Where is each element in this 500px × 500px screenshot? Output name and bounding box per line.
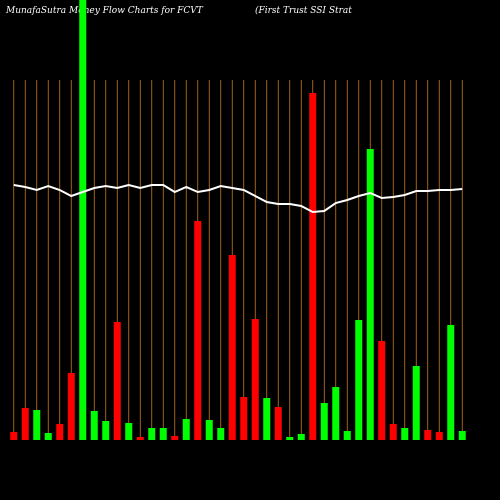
bar (240, 397, 248, 440)
bar (320, 403, 328, 440)
bar (159, 428, 167, 440)
bar (171, 436, 179, 440)
bar (286, 437, 294, 440)
bar (10, 432, 18, 440)
bar (378, 341, 386, 440)
bar (343, 431, 351, 440)
bar (90, 411, 98, 440)
bar (458, 431, 466, 440)
bar (102, 421, 110, 440)
bar (33, 410, 41, 440)
bar (182, 419, 190, 440)
chart-title: MunafaSutra Money Flow Charts for FCVT (5, 6, 204, 16)
bar (228, 255, 236, 440)
bar (332, 387, 340, 440)
bar (401, 428, 409, 440)
bar (263, 398, 271, 440)
bar (274, 407, 282, 440)
bar (21, 408, 29, 440)
bar (44, 433, 52, 440)
bar (309, 93, 317, 440)
bar (251, 319, 259, 440)
money-flow-line (13, 183, 463, 214)
bar (412, 366, 420, 440)
bar (79, 0, 87, 440)
bar (136, 437, 144, 440)
bar (447, 325, 455, 440)
bar (56, 424, 64, 440)
bar (113, 322, 121, 440)
bar (389, 424, 397, 440)
bar (355, 320, 363, 440)
bar (217, 428, 225, 440)
bar (424, 430, 432, 440)
bar (148, 428, 156, 440)
chart-subtitle: (First Trust SSI Strat (255, 5, 352, 16)
bar (194, 221, 202, 440)
bar (435, 432, 443, 440)
bar (67, 373, 75, 440)
bar (205, 420, 213, 440)
bar (366, 149, 374, 440)
bar (125, 423, 133, 440)
bar (297, 434, 305, 440)
